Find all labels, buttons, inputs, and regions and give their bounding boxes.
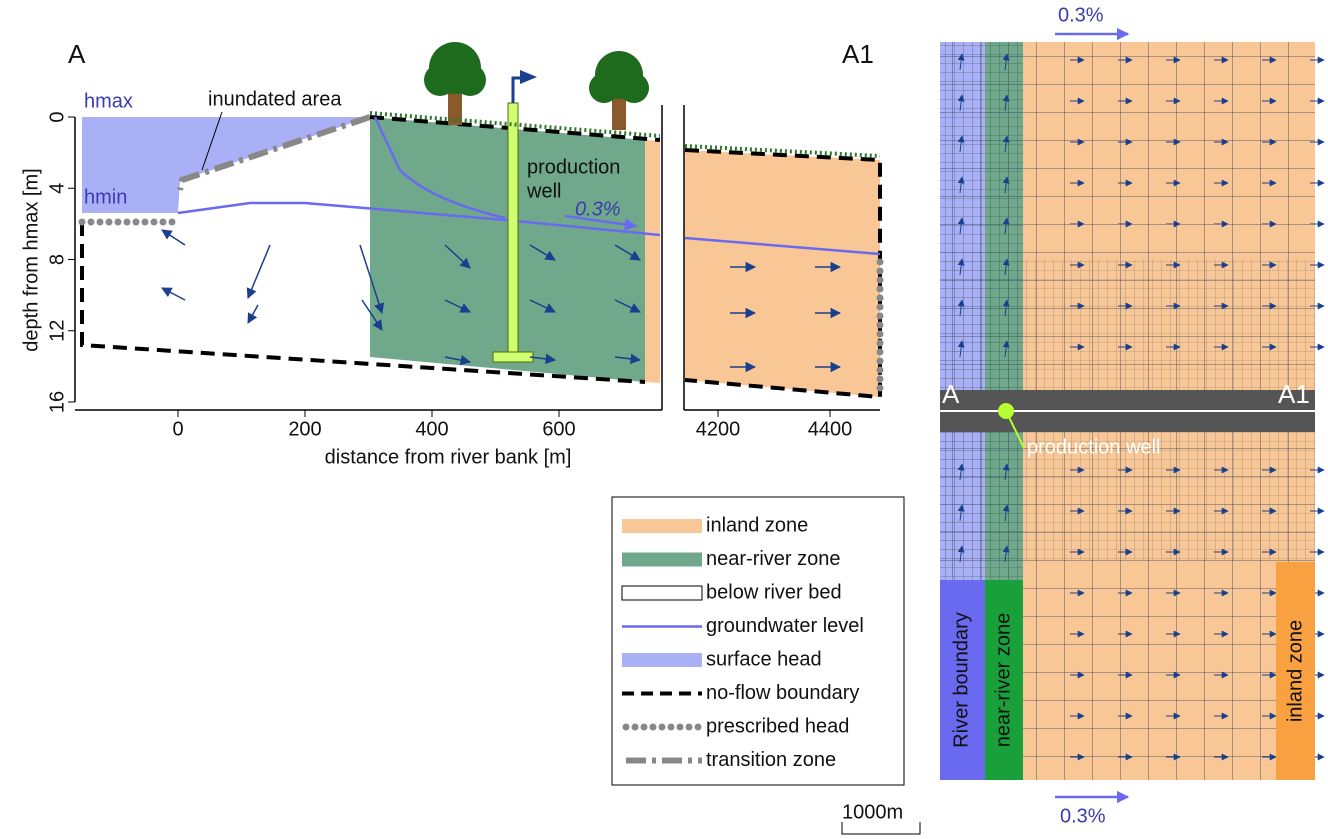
legend: inland zone near-river zone below river be… bbox=[612, 497, 904, 785]
well bbox=[508, 103, 518, 355]
zone-label: inland zone bbox=[1284, 620, 1306, 722]
legend-label: transition zone bbox=[706, 749, 836, 771]
x-ticks: 0 200 400 600 4200 4400 bbox=[172, 410, 852, 440]
legend-label: inland zone bbox=[706, 514, 808, 536]
legend-label: no-flow boundary bbox=[706, 682, 859, 704]
legend-swatch bbox=[622, 586, 702, 600]
cross-section: 0 4 8 12 16 0 200 400 600 4200 4400 A A1 hmax hmi… bbox=[20, 39, 880, 468]
y-tick-label: 16 bbox=[46, 391, 68, 413]
flow-arrow bbox=[248, 245, 270, 298]
x-tick-label: 0 bbox=[172, 418, 183, 440]
flow-arrow bbox=[162, 230, 185, 245]
flow-arrow bbox=[162, 288, 185, 300]
gradient-label: 0.3% bbox=[1060, 805, 1106, 827]
x-tick-label: 4200 bbox=[696, 418, 741, 440]
y-ticks: 0 4 8 12 16 bbox=[46, 111, 75, 413]
scale-bar bbox=[842, 822, 920, 834]
x-tick-label: 600 bbox=[542, 418, 575, 440]
scale-label: 1000m bbox=[842, 801, 903, 823]
well-flag bbox=[520, 70, 537, 84]
well-label: well bbox=[526, 180, 561, 202]
x-tick-label: 400 bbox=[415, 418, 448, 440]
legend-label: near-river zone bbox=[706, 548, 841, 570]
x-axis-title: distance from river bank [m] bbox=[325, 446, 572, 468]
legend-box bbox=[612, 497, 904, 785]
figure: 0 4 8 12 16 0 200 400 600 4200 4400 A A1 hmax hmi… bbox=[0, 0, 1328, 839]
hmin-label: hmin bbox=[84, 186, 127, 208]
y-tick-label: 4 bbox=[46, 183, 68, 194]
zone-label: near-river zone bbox=[992, 613, 1014, 748]
section-label: A1 bbox=[842, 39, 874, 69]
well-screen bbox=[493, 352, 533, 362]
legend-label: prescribed head bbox=[706, 715, 849, 737]
inland-zone-far bbox=[685, 150, 880, 397]
legend-label: below river bed bbox=[706, 581, 842, 603]
legend-label: surface head bbox=[706, 648, 822, 670]
plan-view: River boundary near-river zone inland zo… bbox=[842, 4, 1324, 834]
well-flag bbox=[513, 78, 520, 103]
inundated-label: inundated area bbox=[208, 88, 342, 110]
x-tick-label: 200 bbox=[288, 418, 321, 440]
section-label: A1 bbox=[1278, 379, 1310, 409]
tree bbox=[424, 42, 486, 125]
gradient-label: 0.3% bbox=[575, 198, 621, 220]
section-label: A bbox=[942, 379, 960, 409]
x-tick-label: 4400 bbox=[808, 418, 853, 440]
zone-label: River boundary bbox=[950, 612, 972, 748]
flow-arrow bbox=[248, 305, 258, 323]
tree bbox=[589, 51, 649, 130]
inland-zone bbox=[645, 140, 660, 383]
well-label: production bbox=[527, 156, 620, 178]
section-label: A bbox=[68, 39, 86, 69]
well-label: production well bbox=[1027, 436, 1160, 458]
legend-label: groundwater level bbox=[706, 615, 864, 637]
y-tick-label: 0 bbox=[46, 111, 68, 122]
y-axis-title: depth from hmax [m] bbox=[20, 168, 42, 351]
hmax-label: hmax bbox=[84, 90, 133, 112]
y-tick-label: 8 bbox=[46, 254, 68, 265]
y-tick-label: 12 bbox=[46, 320, 68, 342]
gradient-label: 0.3% bbox=[1058, 4, 1104, 26]
